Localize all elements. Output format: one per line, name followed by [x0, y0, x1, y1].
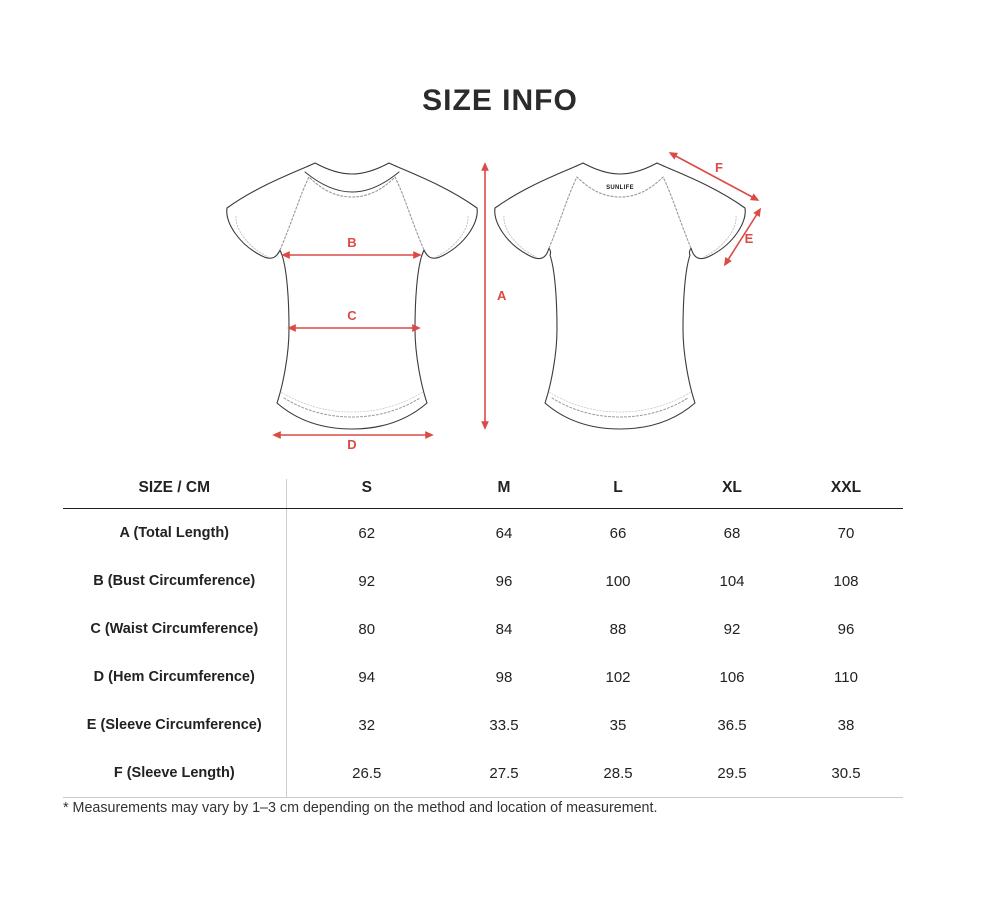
svg-text:E: E: [745, 231, 754, 246]
svg-text:D: D: [347, 437, 356, 452]
svg-text:SUNLIFE: SUNLIFE: [606, 185, 634, 191]
svg-text:A: A: [497, 288, 507, 303]
svg-text:B: B: [347, 235, 356, 250]
svg-text:C: C: [347, 308, 357, 323]
svg-text:F: F: [715, 160, 723, 175]
